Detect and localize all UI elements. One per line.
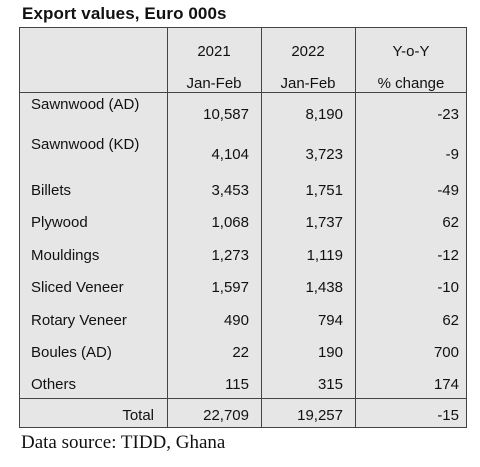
- row-label: Sawnwood (KD): [31, 136, 140, 153]
- row-value-2022: 794: [317, 312, 343, 329]
- row-label: Others: [31, 376, 77, 393]
- row-value-yoy: -10: [437, 279, 459, 296]
- column-divider: [355, 28, 356, 427]
- header-2022: 2022: [291, 43, 325, 60]
- row-value-yoy: -23: [437, 106, 459, 123]
- row-label: Sawnwood (AD): [31, 96, 140, 113]
- total-value-2021: 22,709: [203, 407, 249, 424]
- row-label: Plywood: [31, 214, 88, 231]
- row-label: Rotary Veneer: [31, 312, 127, 329]
- row-value-2021: 1,597: [211, 279, 249, 296]
- table-title: Export values, Euro 000s: [22, 4, 227, 23]
- row-value-2022: 1,737: [305, 214, 343, 231]
- header-divider: [20, 92, 466, 93]
- total-value-2022: 19,257: [297, 407, 343, 424]
- row-value-2021: 490: [223, 312, 249, 329]
- header-2021: 2021: [197, 43, 231, 60]
- row-value-yoy: -12: [437, 247, 459, 264]
- column-divider: [261, 28, 262, 427]
- row-value-2022: 3,723: [305, 146, 343, 163]
- subheader-2022: Jan-Feb: [280, 75, 336, 92]
- row-label: Billets: [31, 182, 72, 199]
- total-divider: [20, 398, 466, 399]
- row-value-2021: 4,104: [211, 146, 249, 163]
- row-value-yoy: 700: [433, 344, 459, 361]
- row-value-yoy: 174: [433, 376, 459, 393]
- row-value-2022: 1,751: [305, 182, 343, 199]
- row-value-2022: 1,119: [306, 247, 343, 264]
- row-value-2021: 115: [225, 376, 249, 393]
- row-label: Mouldings: [31, 247, 100, 264]
- row-value-yoy: -9: [445, 146, 459, 163]
- subheader-2021: Jan-Feb: [186, 75, 242, 92]
- row-value-2021: 1,273: [211, 247, 249, 264]
- row-value-yoy: 62: [442, 214, 459, 231]
- row-value-2021: 1,068: [211, 214, 249, 231]
- header-yoy: Y-o-Y: [392, 43, 430, 60]
- row-value-2021: 22: [232, 344, 249, 361]
- subheader-yoy: % change: [377, 75, 445, 92]
- row-value-2021: 10,587: [203, 106, 249, 123]
- row-value-2022: 190: [317, 344, 343, 361]
- export-values-table: 2021 2022 Y-o-Y Jan-Feb Jan-Feb % change…: [19, 27, 467, 428]
- row-value-2022: 8,190: [305, 106, 343, 123]
- data-source-note: Data source: TIDD, Ghana: [21, 432, 226, 453]
- total-value-yoy: -15: [437, 407, 459, 424]
- row-label: Boules (AD): [31, 344, 112, 361]
- row-value-2022: 315: [317, 376, 343, 393]
- row-label: Sliced Veneer: [31, 279, 124, 296]
- total-label: Total: [122, 407, 154, 424]
- column-divider: [167, 28, 168, 427]
- row-value-2022: 1,438: [305, 279, 343, 296]
- row-value-2021: 3,453: [211, 182, 249, 199]
- row-value-yoy: -49: [437, 182, 459, 199]
- row-value-yoy: 62: [442, 312, 459, 329]
